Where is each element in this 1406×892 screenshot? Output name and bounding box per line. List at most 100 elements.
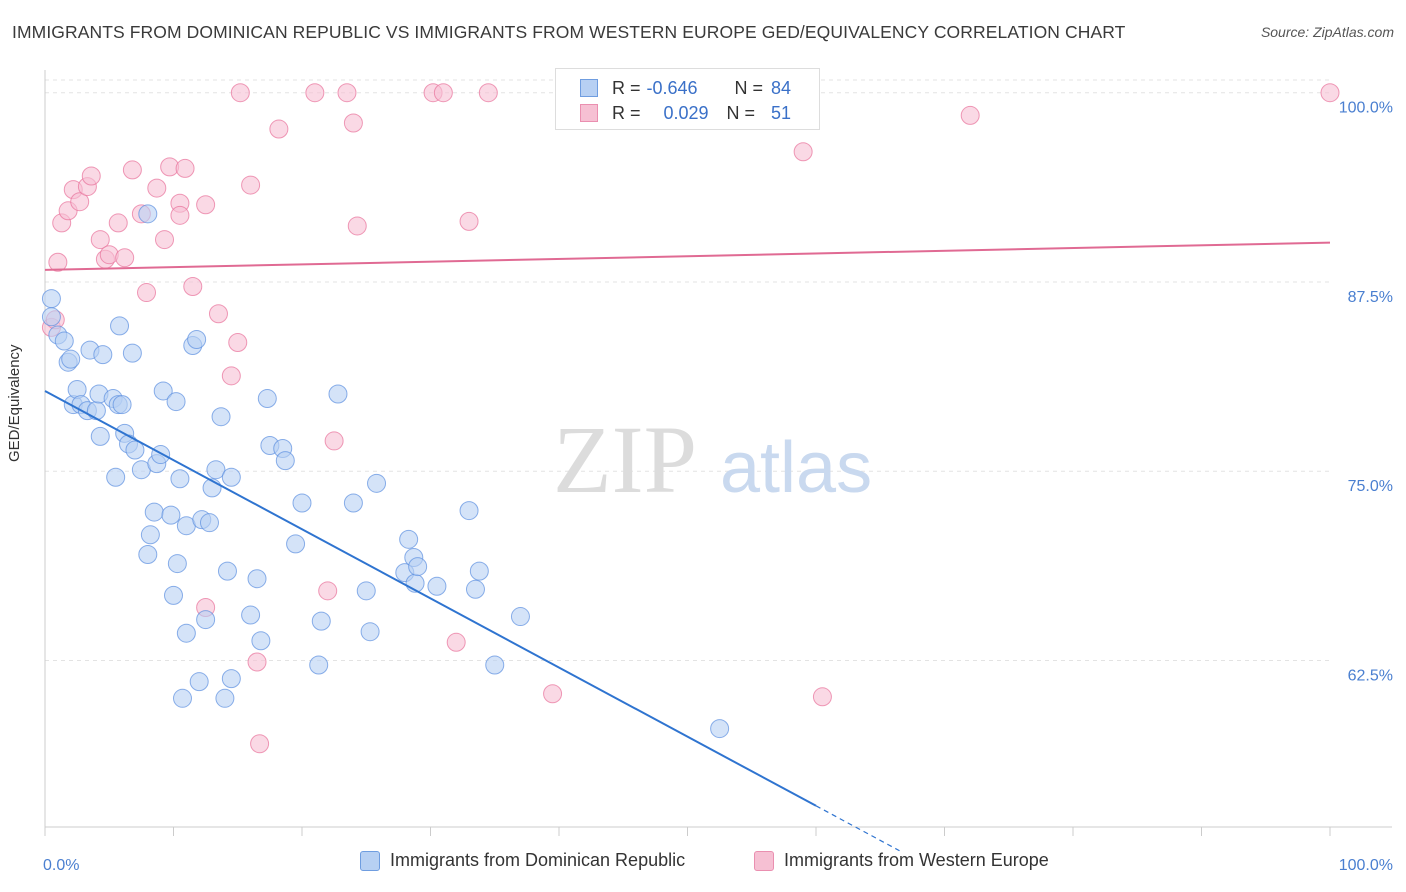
legend-swatch-pink (580, 104, 598, 122)
dominican-point-33 (164, 585, 183, 605)
western-europe-trend-line (44, 241, 1331, 271)
y-tick-label-0: 62.5% (1348, 667, 1393, 684)
western-europe-point-44 (478, 83, 498, 103)
dominican-point-53 (241, 605, 261, 625)
r-label: R = (612, 102, 641, 123)
western-europe-point-48 (793, 142, 813, 162)
dominican-point-37 (172, 688, 192, 708)
western-europe-point-43 (459, 211, 479, 231)
dominican-point-51 (221, 467, 241, 487)
chart-title: IMMIGRANTS FROM DOMINICAN REPUBLIC VS IM… (12, 22, 1126, 42)
western-europe-point-41 (433, 83, 453, 103)
western-europe-point-49 (812, 687, 832, 707)
western-europe-point-33 (269, 119, 289, 139)
dominican-point-77 (469, 561, 489, 581)
tick-labels: 62.5% 75.0% 87.5% 100.0% 0.0% 100.0% (43, 100, 1393, 874)
dominican-point-67 (360, 622, 380, 642)
western-europe-point-26 (208, 304, 228, 324)
western-europe-point-16 (137, 283, 157, 303)
dominican-point-66 (356, 581, 376, 601)
dominican-point-27 (140, 525, 160, 545)
dominican-trend-line (44, 390, 817, 807)
n-label: N = (726, 102, 756, 123)
western-europe-point-39 (347, 216, 367, 236)
legend-row-western-europe: R = 0.029 N = 51 (580, 101, 791, 125)
legend-swatch-pink (754, 850, 774, 871)
western-europe-point-50 (960, 105, 980, 125)
western-europe-point-38 (343, 113, 363, 133)
dominican-point-44 (196, 610, 216, 630)
western-europe-point-30 (241, 175, 261, 195)
western-europe-point-11 (99, 245, 119, 265)
western-europe-point-37 (337, 83, 357, 103)
dominican-point-1 (41, 307, 61, 327)
dominican-point-55 (251, 631, 271, 651)
dominican-point-42 (189, 672, 209, 692)
dominican-point-19 (112, 395, 132, 415)
dominican-point-73 (408, 557, 428, 577)
western-europe-point-8 (81, 166, 101, 186)
legend-item-western-europe: Immigrants from Western Europe (754, 850, 1049, 871)
dominican-point-47 (206, 460, 226, 480)
y-tick-label-2: 87.5% (1348, 289, 1393, 306)
dominican-point-64 (328, 384, 348, 404)
r-value: 0.029 (663, 102, 709, 123)
western-europe-point-34 (305, 83, 325, 103)
dominican-point-3 (54, 331, 74, 351)
y-tick-label-3: 100.0% (1339, 100, 1393, 117)
dominican-point-68 (367, 473, 387, 493)
legend-item-dominican: Immigrants from Dominican Republic (360, 850, 685, 871)
dominican-point-62 (309, 655, 329, 675)
western-europe-point-17 (147, 178, 167, 198)
dominican-point-13 (90, 426, 110, 446)
dominican-point-49 (215, 688, 235, 708)
western-europe-point-18 (155, 230, 175, 250)
dominican-point-63 (311, 611, 331, 631)
x-tick-label-min: 0.0% (43, 857, 79, 874)
dominican-point-52 (221, 669, 241, 689)
dominican-point-39 (176, 623, 196, 643)
source-label: Source: ZipAtlas.com (1260, 24, 1394, 40)
legend-swatch-blue (580, 79, 598, 97)
dominican-point-59 (275, 451, 295, 471)
western-europe-point-24 (196, 195, 216, 215)
dominican-point-36 (170, 469, 190, 489)
dominican-point-48 (211, 407, 231, 427)
dominican-point-31 (153, 381, 173, 401)
western-europe-point-45 (543, 684, 563, 704)
western-europe-point-42 (446, 632, 466, 652)
dominican-point-30 (151, 445, 171, 465)
dominican-point-11 (86, 401, 106, 421)
dominican-point-5 (61, 349, 81, 369)
western-europe-point-2 (48, 252, 68, 272)
n-label: N = (734, 77, 764, 98)
western-europe-point-21 (170, 205, 190, 225)
dominican-point-25 (138, 204, 158, 224)
dominican-point-14 (93, 345, 113, 365)
dominican-point-45 (199, 513, 219, 533)
dominican-point-34 (166, 392, 186, 412)
western-europe-point-14 (122, 160, 142, 180)
dominican-point-75 (459, 501, 479, 521)
watermark-zip: ZIP (553, 406, 697, 513)
dominican-point-16 (106, 467, 126, 487)
dominican-point-79 (510, 607, 530, 627)
western-europe-point-29 (230, 83, 250, 103)
watermark-atlas: atlas (720, 428, 872, 508)
x-tick-label-max: 100.0% (1339, 857, 1393, 874)
dominican-point-60 (292, 493, 312, 513)
western-europe-point-6 (70, 192, 90, 212)
n-value: 84 (771, 77, 792, 98)
legend-label-dominican: Immigrants from Dominican Republic (390, 850, 686, 870)
western-europe-point-28 (228, 333, 248, 353)
dominican-point-61 (286, 534, 306, 554)
axes (44, 70, 1392, 836)
n-value: 51 (771, 102, 792, 123)
dominican-point-78 (485, 655, 505, 675)
dominican-point-54 (247, 569, 267, 589)
western-europe-point-35 (318, 581, 338, 601)
dominican-point-50 (217, 561, 237, 581)
dominican-point-56 (257, 389, 277, 409)
correlation-legend: R = -0.646 N = 84 R = 0.029 N = 51 (555, 68, 820, 130)
western-europe-point-36 (324, 431, 344, 451)
